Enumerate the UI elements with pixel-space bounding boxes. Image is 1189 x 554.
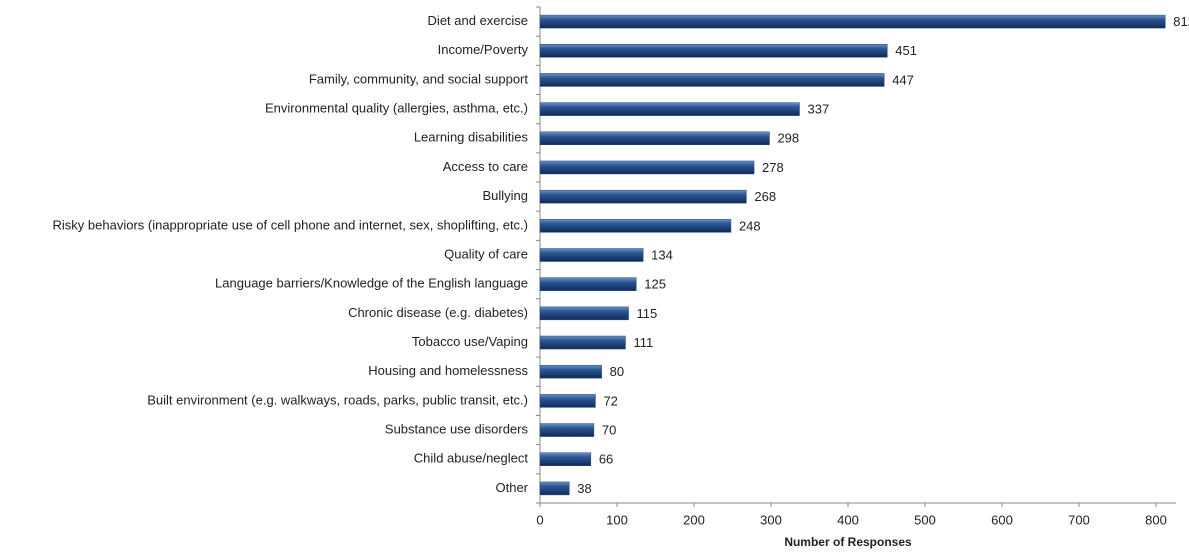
bar: [539, 335, 626, 350]
bar: [539, 364, 602, 379]
y-tick-label: Tobacco use/Vaping: [412, 334, 528, 349]
y-tick-label: Access to care: [443, 159, 528, 174]
bar: [539, 248, 644, 262]
value-label: 447: [892, 72, 914, 87]
x-tick-label: 0: [536, 512, 543, 527]
value-label: 111: [633, 335, 653, 350]
bar: [539, 189, 747, 204]
bar: [539, 44, 888, 58]
value-label: 248: [739, 218, 761, 233]
value-label: 115: [637, 306, 658, 321]
value-label: 134: [651, 247, 673, 262]
value-label: 298: [777, 131, 799, 146]
bar: [539, 394, 596, 408]
y-tick-label: Diet and exercise: [428, 13, 528, 28]
y-tick-label: Learning disabilities: [414, 130, 529, 145]
y-tick-label: Housing and homelessness: [368, 363, 528, 378]
value-label: 66: [599, 452, 613, 467]
value-label: 451: [895, 43, 917, 58]
y-tick-label: Other: [495, 480, 528, 495]
x-tick-label: 300: [760, 512, 782, 527]
y-tick-label: Quality of care: [444, 246, 528, 261]
y-tick-label: Built environment (e.g. walkways, roads,…: [147, 392, 528, 407]
y-tick-label: Family, community, and social support: [309, 71, 529, 86]
bar: [539, 73, 885, 87]
x-tick-label: 700: [1068, 512, 1090, 527]
bar: [539, 481, 570, 496]
bar: [539, 452, 592, 466]
bar: [539, 14, 1166, 29]
y-tick-label: Risky behaviors (inappropriate use of ce…: [53, 217, 528, 232]
y-tick-label: Environmental quality (allergies, asthma…: [265, 101, 528, 116]
x-tick-label: 500: [914, 512, 936, 527]
y-tick-label: Chronic disease (e.g. diabetes): [348, 305, 528, 320]
x-tick-label: 400: [837, 512, 859, 527]
x-tick-label: 100: [606, 512, 628, 527]
bar: [539, 160, 755, 175]
value-label: 80: [610, 364, 624, 379]
x-tick-label: 600: [991, 512, 1013, 527]
y-tick-label: Child abuse/neglect: [414, 451, 529, 466]
x-tick-label: 200: [683, 512, 705, 527]
bar: [539, 219, 732, 233]
x-axis-title: Number of Responses: [784, 535, 912, 549]
bar: [539, 423, 595, 437]
y-tick-label: Bullying: [482, 188, 528, 203]
bar: [539, 102, 800, 116]
y-tick-label: Income/Poverty: [438, 42, 529, 57]
value-label: 125: [644, 277, 666, 292]
value-label: 72: [603, 393, 617, 408]
value-label: 278: [762, 160, 784, 175]
x-tick-label: 800: [1145, 512, 1167, 527]
bar: [539, 306, 629, 321]
y-tick-label: Substance use disorders: [385, 421, 529, 436]
value-label: 812: [1173, 14, 1189, 29]
bar: [539, 131, 770, 146]
bar: [539, 277, 637, 291]
y-tick-label: Language barriers/Knowledge of the Engli…: [215, 276, 528, 291]
value-label: 268: [754, 189, 776, 204]
value-label: 70: [602, 422, 616, 437]
value-label: 38: [577, 481, 591, 496]
value-label: 337: [807, 102, 829, 117]
